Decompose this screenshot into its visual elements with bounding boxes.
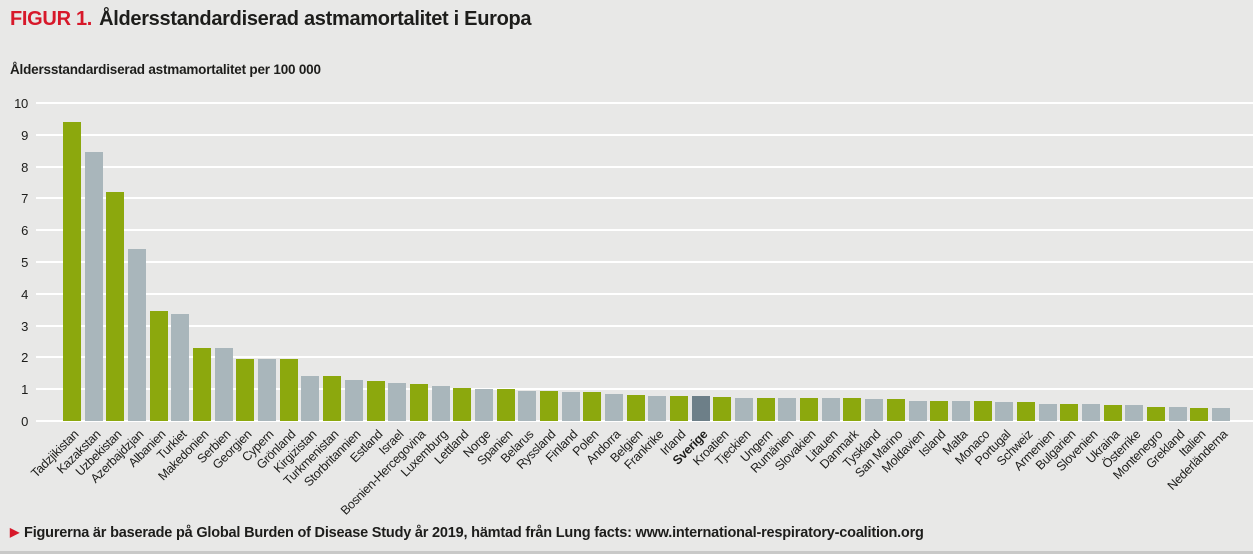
bar-makedonien <box>193 347 212 421</box>
bar-lettland <box>453 387 472 421</box>
bar-grönland <box>279 358 298 421</box>
bar-monaco <box>973 401 992 421</box>
y-tick-label-3: 3 <box>21 318 28 334</box>
bar-spanien <box>496 389 515 421</box>
y-tick-label-0: 0 <box>21 414 28 429</box>
y-tick-label-7: 7 <box>21 191 28 207</box>
bar-grekland <box>1168 407 1187 421</box>
bar-italien <box>1190 407 1209 421</box>
bar-andorra <box>605 393 623 421</box>
bar-tjeckien <box>735 397 754 421</box>
figure-title: Åldersstandardiserad astmamortalitet i E… <box>99 8 532 30</box>
bar-cypern <box>258 358 277 421</box>
bar-tadzjikistan <box>63 122 81 421</box>
figure-number-label: FIGUR 1. <box>10 8 93 30</box>
bar-israel <box>388 382 407 421</box>
bar-portugal <box>995 401 1014 421</box>
source-footnote: ▶ Figurerna är baserade på Global Burden … <box>10 525 924 541</box>
bar-irland <box>670 395 689 421</box>
bar-storbritannien <box>344 379 363 421</box>
y-tick-label-10: 10 <box>14 96 28 111</box>
bar-uzbekistan <box>106 192 125 421</box>
bar-moldavien <box>908 400 927 421</box>
bar-belgien <box>626 394 645 421</box>
bar-frankrike <box>648 395 667 421</box>
gridline-y-1 <box>36 388 1253 391</box>
gridline-y-9 <box>36 133 1253 136</box>
bar-ungern <box>756 397 775 421</box>
bar-österrike <box>1125 405 1144 421</box>
gridline-y-0 <box>36 420 1253 422</box>
bar-sverige <box>691 395 710 421</box>
bar-montenegro <box>1147 407 1165 421</box>
bar-bulgarien <box>1060 404 1079 421</box>
bar-bosnien-hercegovina <box>409 384 428 421</box>
y-tick-label-2: 2 <box>21 350 28 366</box>
gridline-y-8 <box>36 165 1253 168</box>
bar-azerbajdzjan <box>128 249 147 421</box>
footnote-arrow-icon: ▶ <box>10 525 20 539</box>
bar-turkiet <box>171 314 190 421</box>
footnote-text: Figurerna är baserade på Global Burden o… <box>24 525 924 541</box>
bar-albanien <box>149 311 168 421</box>
bar-litauen <box>821 398 840 421</box>
bar-armenien <box>1038 403 1057 421</box>
gridline-y-7 <box>36 197 1253 200</box>
y-tick-label-4: 4 <box>21 286 28 302</box>
y-tick-label-5: 5 <box>21 255 28 270</box>
bar-malta <box>951 401 970 421</box>
bar-tyskland <box>865 398 884 421</box>
bar-norge <box>474 389 493 421</box>
bar-slovakien <box>800 398 819 421</box>
bar-schweiz <box>1016 401 1035 421</box>
gridline-y-5 <box>36 261 1253 263</box>
gridline-y-10 <box>36 102 1253 104</box>
y-tick-label-8: 8 <box>21 159 28 175</box>
bar-kazakstan <box>84 152 103 421</box>
bar-ukraina <box>1103 404 1122 421</box>
bar-slovenien <box>1081 404 1100 421</box>
bar-luxemburg <box>431 386 450 421</box>
y-tick-label-9: 9 <box>21 127 28 143</box>
bar-kirgizistan <box>301 376 320 421</box>
y-tick-label-6: 6 <box>21 223 28 239</box>
bar-estland <box>366 381 385 421</box>
bar-nederländerna <box>1212 408 1231 421</box>
bar-turkmenistan <box>323 376 342 421</box>
bar-finland <box>561 392 580 421</box>
bar-kroatien <box>713 397 732 421</box>
gridline-y-2 <box>36 356 1253 359</box>
gridline-y-6 <box>36 229 1253 232</box>
bar-san-marino <box>886 398 905 421</box>
bar-polen <box>583 392 602 421</box>
bar-serbien <box>214 347 233 421</box>
y-axis-title: Åldersstandardiserad astmamortalitet per… <box>10 62 321 77</box>
bar-rumänien <box>778 398 797 421</box>
figure-header: FIGUR 1. Åldersstandardiserad astmamortal… <box>10 8 532 31</box>
gridline-y-4 <box>36 292 1253 295</box>
bar-island <box>930 400 949 421</box>
bar-ryssland <box>539 390 558 421</box>
bar-belarus <box>518 390 537 421</box>
bar-danmark <box>843 398 862 421</box>
gridline-y-3 <box>36 324 1253 327</box>
bar-georgien <box>236 358 255 421</box>
y-tick-label-1: 1 <box>21 382 28 398</box>
